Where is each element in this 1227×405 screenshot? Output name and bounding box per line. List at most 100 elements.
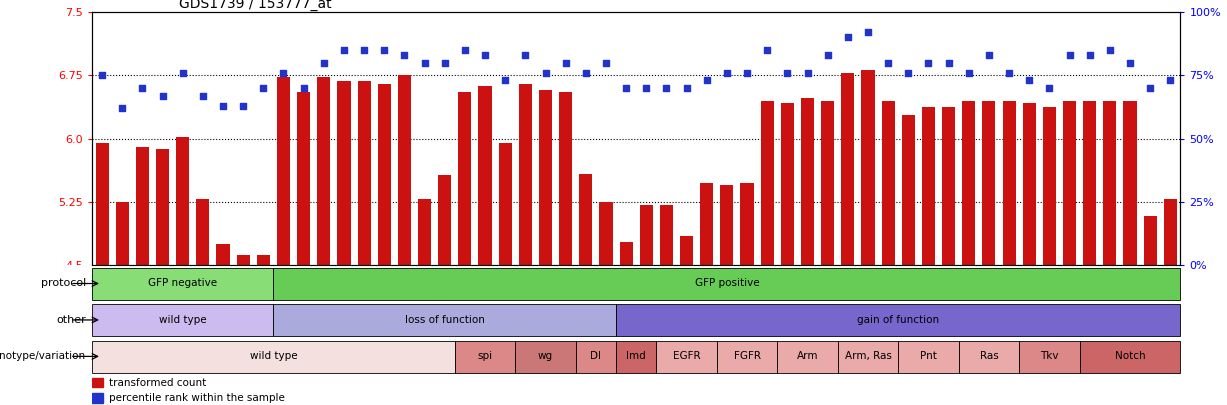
Bar (717, 341, 777, 373)
Text: GFP positive: GFP positive (694, 279, 760, 288)
Text: Arm: Arm (796, 352, 818, 361)
Point (757, 47, 777, 53)
Bar (237, 255, 250, 265)
Bar (216, 244, 229, 265)
Point (1039, 85, 1059, 92)
Bar (780, 103, 794, 265)
Text: transformed count: transformed count (109, 377, 206, 388)
Point (838, 34, 858, 41)
Bar (455, 341, 515, 373)
Point (1101, 47, 1120, 53)
Point (213, 102, 233, 109)
Bar (838, 341, 898, 373)
Bar (196, 199, 210, 265)
Bar (579, 174, 593, 265)
Bar (1020, 341, 1080, 373)
Point (556, 60, 575, 66)
Bar (92, 377, 103, 387)
Point (575, 70, 595, 76)
Text: genotype/variation: genotype/variation (0, 352, 86, 361)
Bar (902, 115, 915, 265)
Bar (1083, 101, 1096, 265)
Point (254, 85, 274, 92)
Point (637, 85, 656, 92)
Bar (777, 341, 838, 373)
Bar (96, 143, 109, 265)
Point (999, 70, 1018, 76)
Point (898, 70, 918, 76)
Bar (983, 101, 995, 265)
Text: wg: wg (537, 352, 553, 361)
Text: Dl: Dl (590, 352, 601, 361)
Bar (277, 77, 290, 265)
Point (596, 60, 616, 66)
Point (334, 47, 353, 53)
Point (536, 70, 556, 76)
Bar (498, 143, 512, 265)
Bar (256, 255, 270, 265)
Bar (115, 202, 129, 265)
Bar (660, 205, 672, 265)
Point (1140, 85, 1160, 92)
Bar (898, 341, 958, 373)
Bar (92, 393, 103, 403)
Bar (616, 304, 1180, 336)
Bar (861, 70, 875, 265)
Bar (337, 81, 351, 265)
Point (717, 70, 736, 76)
Point (314, 60, 334, 66)
Bar (741, 183, 753, 265)
Bar (821, 101, 834, 265)
Bar (136, 147, 148, 265)
Bar (620, 242, 633, 265)
Point (818, 52, 838, 58)
Text: protocol: protocol (40, 279, 86, 288)
Bar (1103, 101, 1117, 265)
Bar (398, 75, 411, 265)
Point (798, 70, 817, 76)
Bar (1002, 101, 1016, 265)
Bar (438, 175, 452, 265)
Text: Ras: Ras (979, 352, 999, 361)
Point (737, 70, 757, 76)
Point (879, 60, 898, 66)
Bar (539, 90, 552, 265)
Bar (519, 84, 531, 265)
Bar (274, 268, 1180, 300)
Point (1161, 77, 1180, 84)
Bar (297, 92, 310, 265)
Point (960, 70, 979, 76)
Text: GDS1739 / 153777_at: GDS1739 / 153777_at (179, 0, 331, 11)
Point (434, 60, 454, 66)
Point (939, 60, 958, 66)
Point (1060, 52, 1080, 58)
Bar (942, 107, 955, 265)
Bar (958, 341, 1020, 373)
Point (92, 72, 112, 79)
Bar (1043, 107, 1056, 265)
Bar (357, 81, 371, 265)
Point (355, 47, 374, 53)
Text: other: other (56, 315, 86, 325)
Point (374, 47, 394, 53)
Text: wild type: wild type (160, 315, 206, 325)
Point (1020, 77, 1039, 84)
Text: gain of function: gain of function (858, 315, 940, 325)
Text: Notch: Notch (1114, 352, 1145, 361)
Text: percentile rank within the sample: percentile rank within the sample (109, 393, 285, 403)
Bar (881, 101, 894, 265)
Bar (680, 236, 693, 265)
Bar (156, 149, 169, 265)
Point (233, 102, 253, 109)
Bar (479, 86, 492, 265)
Point (152, 92, 172, 99)
Bar (92, 268, 274, 300)
Bar (1080, 341, 1180, 373)
Point (979, 52, 999, 58)
Text: Tkv: Tkv (1040, 352, 1059, 361)
Bar (639, 205, 653, 265)
Bar (1124, 101, 1136, 265)
Point (919, 60, 939, 66)
Bar (575, 341, 616, 373)
Bar (921, 107, 935, 265)
